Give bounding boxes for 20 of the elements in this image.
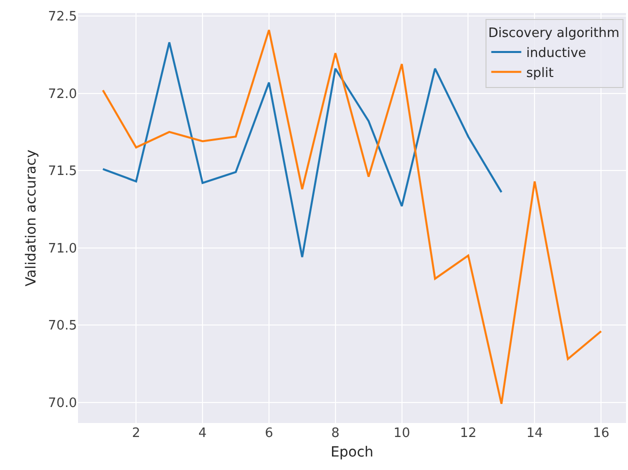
x-tick-label: 16 (592, 426, 610, 441)
x-tick-label: 12 (460, 426, 477, 441)
x-tick-label: 14 (526, 426, 543, 441)
legend-title: Discovery algorithm (488, 26, 620, 42)
x-tick-label: 8 (331, 426, 340, 441)
x-tick-label: 10 (394, 426, 410, 441)
y-axis-title: Validation accuracy (24, 150, 40, 286)
y-tick-label: 72.5 (48, 10, 77, 25)
y-tick-label: 71.0 (48, 241, 77, 256)
y-tick-label: 70.0 (48, 396, 77, 411)
legend-label: inductive (526, 46, 586, 62)
x-axis-title: Epoch (330, 444, 374, 460)
line-series (102, 41, 502, 258)
y-tick-label: 72.0 (48, 86, 77, 102)
legend-label: split (526, 66, 554, 81)
x-tick-label: 4 (198, 426, 207, 441)
y-tick-label: 70.5 (48, 318, 77, 334)
x-tick-label: 6 (264, 426, 274, 441)
x-tick-label: 2 (132, 426, 140, 441)
y-tick-label: 71.5 (48, 164, 77, 180)
